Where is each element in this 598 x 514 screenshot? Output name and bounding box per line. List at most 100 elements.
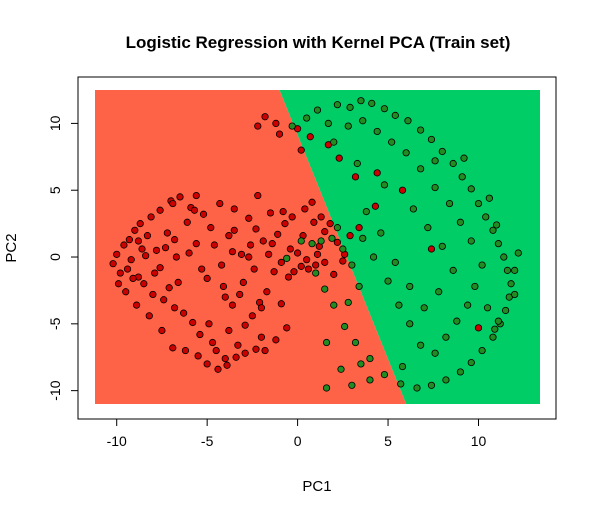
point-class-0 — [274, 230, 282, 238]
x-tick-label: 0 — [294, 433, 302, 449]
point-class-0 — [169, 199, 177, 208]
point-class-0 — [301, 205, 309, 213]
point-class-1 — [494, 240, 502, 248]
point-class-1 — [388, 138, 396, 146]
point-class-1 — [359, 234, 367, 242]
point-class-0 — [134, 237, 143, 245]
point-class-0 — [216, 199, 224, 208]
point-class-1 — [494, 317, 502, 325]
point-class-1 — [359, 117, 367, 125]
point-class-0 — [237, 250, 246, 258]
point-class-1 — [500, 253, 508, 261]
point-class-0 — [228, 301, 237, 309]
point-class-0 — [252, 345, 260, 353]
point-class-1 — [467, 237, 475, 245]
point-class-0 — [208, 338, 217, 347]
point-class-1 — [322, 384, 331, 392]
point-class-0 — [335, 154, 343, 162]
point-class-1 — [514, 249, 522, 257]
point-class-1 — [373, 127, 381, 136]
point-class-1 — [406, 320, 414, 328]
point-class-0 — [198, 265, 206, 273]
chart-title: Logistic Regression with Kernel PCA (Tra… — [126, 33, 511, 52]
point-class-0 — [170, 304, 179, 312]
point-class-0 — [351, 173, 360, 181]
point-class-1 — [317, 237, 325, 245]
point-class-0 — [281, 220, 289, 228]
point-class-1 — [324, 119, 332, 128]
point-class-1 — [328, 234, 336, 242]
point-class-1 — [489, 333, 497, 341]
point-class-1 — [492, 221, 501, 229]
point-class-0 — [221, 293, 229, 301]
point-class-0 — [339, 257, 347, 265]
point-class-0 — [252, 225, 260, 233]
point-class-1 — [384, 277, 392, 285]
point-class-1 — [485, 194, 493, 202]
point-class-1 — [456, 368, 465, 376]
x-tick-label: 5 — [384, 433, 392, 449]
point-class-1 — [391, 111, 399, 119]
point-class-0 — [183, 218, 191, 226]
point-class-0 — [272, 336, 280, 344]
point-class-0 — [221, 354, 229, 363]
point-class-0 — [207, 224, 215, 232]
point-class-0 — [122, 288, 130, 296]
point-class-0 — [330, 270, 338, 278]
point-class-0 — [161, 244, 170, 252]
point-class-0 — [250, 265, 258, 273]
point-class-0 — [259, 237, 267, 245]
point-class-0 — [257, 333, 266, 341]
point-class-0 — [270, 268, 278, 276]
point-class-1 — [438, 147, 446, 156]
point-class-1 — [438, 242, 446, 250]
point-class-0 — [145, 312, 153, 320]
point-class-1 — [503, 266, 512, 274]
point-class-0 — [165, 284, 173, 292]
point-class-1 — [417, 341, 425, 349]
point-class-1 — [453, 317, 461, 325]
point-class-0 — [180, 309, 188, 317]
point-class-0 — [272, 119, 280, 128]
point-class-0 — [125, 236, 133, 244]
point-class-0 — [261, 346, 269, 355]
y-tick-label: -10 — [47, 380, 63, 400]
point-class-1 — [404, 117, 412, 125]
point-class-1 — [333, 101, 341, 109]
point-class-0 — [304, 265, 313, 273]
point-class-0 — [373, 169, 381, 177]
point-class-1 — [397, 380, 405, 388]
point-class-0 — [138, 245, 146, 253]
point-class-1 — [413, 384, 421, 392]
point-class-0 — [219, 282, 228, 291]
point-class-1 — [417, 165, 425, 173]
point-class-1 — [366, 354, 374, 363]
point-class-0 — [398, 186, 407, 194]
point-class-0 — [140, 280, 148, 288]
point-class-0 — [245, 253, 253, 261]
point-class-0 — [297, 146, 305, 154]
point-class-1 — [417, 126, 425, 134]
point-class-1 — [511, 266, 519, 274]
y-tick-label: 0 — [47, 253, 63, 261]
y-axis-label: PC2 — [3, 233, 20, 262]
y-axis: -10 -5 0 5 10 — [47, 115, 79, 401]
point-class-1 — [321, 285, 329, 293]
point-class-1 — [435, 288, 443, 296]
point-class-0 — [257, 304, 266, 312]
region-class-1 — [279, 90, 540, 404]
point-class-0 — [245, 214, 253, 222]
point-class-1 — [355, 282, 363, 291]
point-class-1 — [283, 254, 291, 262]
point-class-1 — [507, 280, 515, 288]
point-class-1 — [464, 301, 472, 309]
point-class-1 — [380, 105, 389, 113]
point-class-0 — [474, 324, 483, 332]
point-class-0 — [254, 122, 262, 130]
point-class-1 — [344, 122, 352, 130]
point-class-1 — [333, 224, 341, 232]
point-class-0 — [170, 236, 179, 244]
point-class-1 — [339, 245, 347, 253]
point-class-0 — [230, 226, 238, 234]
